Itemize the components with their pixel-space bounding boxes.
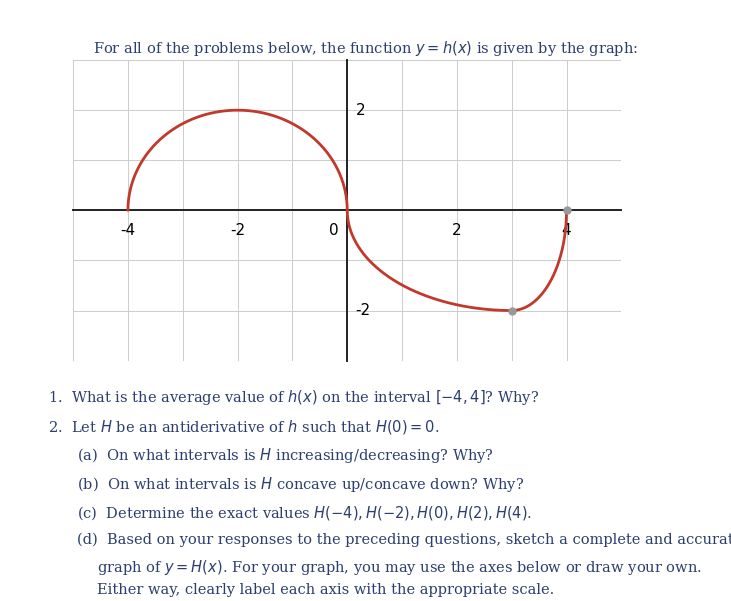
Text: For all of the problems below, the function $y = h(x)$ is given by the graph:: For all of the problems below, the funct… (93, 39, 638, 58)
Text: (c)  Determine the exact values $H(-4), H(-2), H(0), H(2), H(4)$.: (c) Determine the exact values $H(-4), H… (77, 504, 532, 522)
Text: (d)  Based on your responses to the preceding questions, sketch a complete and a: (d) Based on your responses to the prece… (77, 532, 731, 547)
Text: 0: 0 (330, 223, 339, 238)
Text: 1.  What is the average value of $h(x)$ on the interval $[-4,4]$? Why?: 1. What is the average value of $h(x)$ o… (48, 388, 539, 407)
Text: -4: -4 (121, 223, 135, 238)
Text: Either way, clearly label each axis with the appropriate scale.: Either way, clearly label each axis with… (97, 583, 555, 597)
Text: -2: -2 (230, 223, 245, 238)
Text: 2.  Let $H$ be an antiderivative of $h$ such that $H(0) = 0$.: 2. Let $H$ be an antiderivative of $h$ s… (48, 418, 439, 436)
Text: (a)  On what intervals is $H$ increasing/decreasing? Why?: (a) On what intervals is $H$ increasing/… (77, 446, 493, 465)
Text: graph of $y = H(x)$. For your graph, you may use the axes below or draw your own: graph of $y = H(x)$. For your graph, you… (97, 558, 702, 577)
Text: 4: 4 (561, 223, 572, 238)
Text: -2: -2 (355, 303, 371, 318)
Text: 2: 2 (355, 103, 365, 118)
Text: (b)  On what intervals is $H$ concave up/concave down? Why?: (b) On what intervals is $H$ concave up/… (77, 475, 524, 494)
Text: 2: 2 (452, 223, 462, 238)
